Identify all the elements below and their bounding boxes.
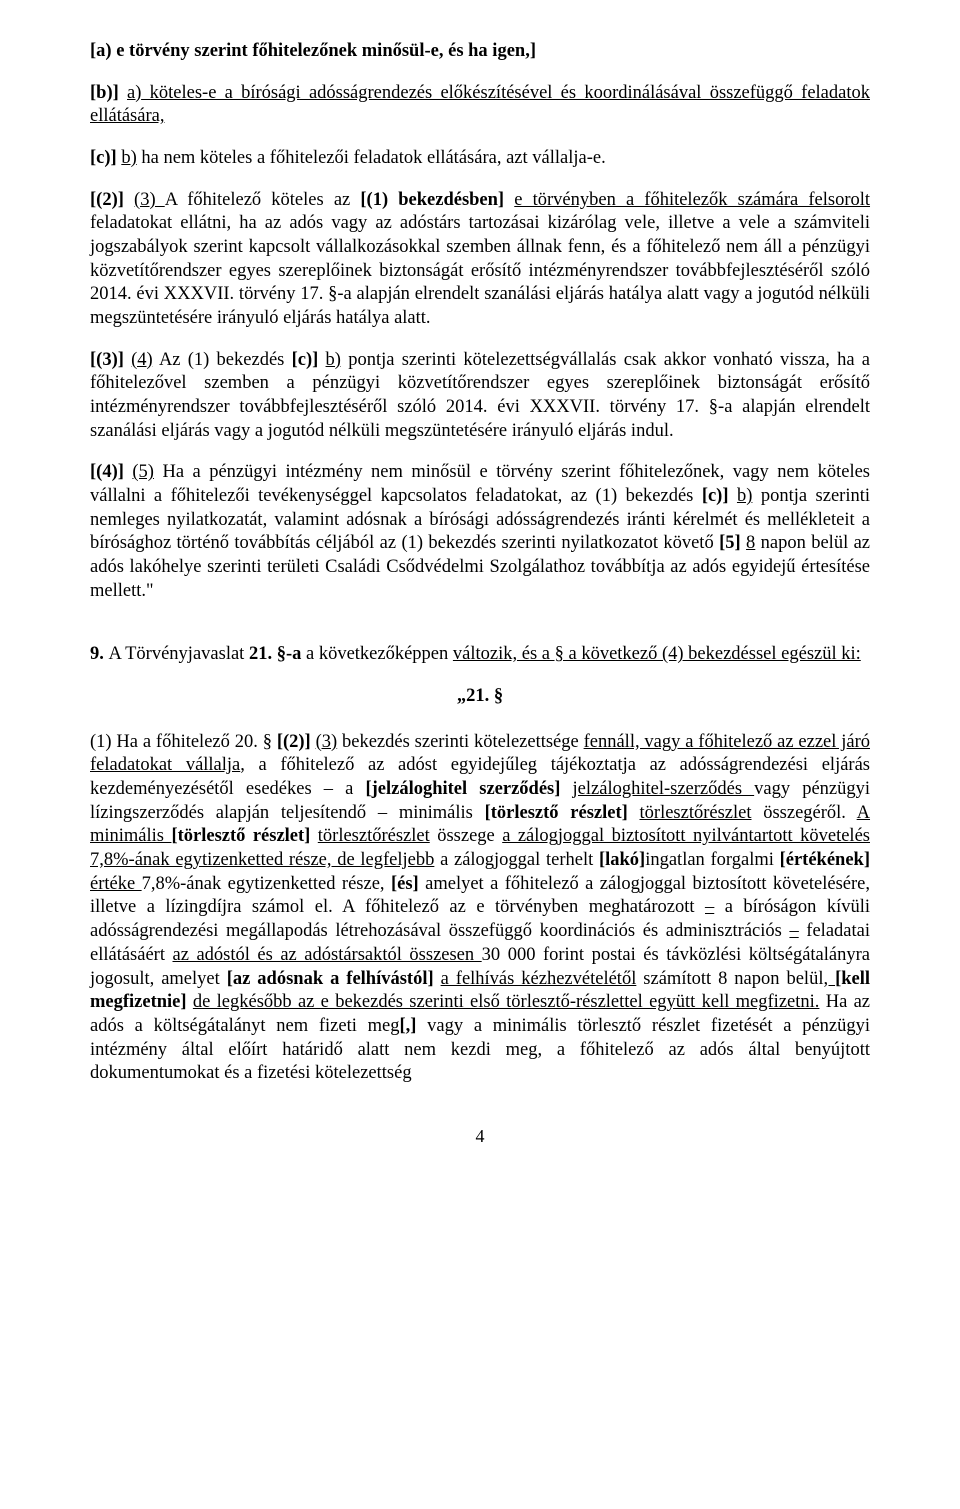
p7o: összegéről. xyxy=(752,803,857,823)
p7at: [,] xyxy=(399,1016,416,1036)
p7i xyxy=(560,779,572,799)
p3a: [c)] xyxy=(90,148,121,168)
p7e: bekezdés szerinti kötelezettsége xyxy=(337,732,583,752)
p4e xyxy=(504,190,514,210)
p4f: e törvényben a főhitelezők számára felso… xyxy=(514,190,870,210)
p7m xyxy=(628,803,640,823)
p7ao: , xyxy=(823,969,835,989)
p2c: köteles-e a bírósági adósságrendezés elő… xyxy=(90,83,870,127)
p6b: (5) xyxy=(132,462,154,482)
p7a: (1) Ha a főhitelező 20. § xyxy=(90,732,277,752)
p4c: A főhitelező köteles az xyxy=(165,190,361,210)
p4g: feladatokat ellátni, ha az adós vagy az … xyxy=(90,213,870,328)
p7an: számított 8 napon belül xyxy=(636,969,823,989)
p6h: [5] xyxy=(719,533,741,553)
para-5: [(3)] (4) Az (1) bekezdés [c)] b) pontja… xyxy=(90,349,870,444)
p7j: jelzáloghitel-szerződés xyxy=(573,779,755,799)
p7q: [törlesztő részlet] xyxy=(171,826,310,846)
p5c: Az (1) bekezdés xyxy=(153,350,292,370)
para-6: [(4)] (5) Ha a pénzügyi intézmény nem mi… xyxy=(90,461,870,603)
p7b: [(2)] xyxy=(277,732,311,752)
p7t: összege xyxy=(430,826,502,846)
p4b: (3) xyxy=(134,190,165,210)
p5f: b) xyxy=(326,350,341,370)
p6e xyxy=(729,486,737,506)
p7ak: [az adósnak a felhívástól] xyxy=(227,969,434,989)
para-4: [(2)] (3) A főhitelező köteles az [(1) b… xyxy=(90,189,870,331)
p4d: [(1) bekezdésben] xyxy=(360,190,504,210)
center-21: „21. § xyxy=(90,685,870,709)
p7ac: [és] xyxy=(391,874,419,894)
page-number: 4 xyxy=(90,1126,870,1147)
p7h: [jelzáloghitel szerződés] xyxy=(365,779,560,799)
p6d: [c)] xyxy=(702,486,729,506)
p7ar: de legkésőbb az e bekezdés szerinti első… xyxy=(193,992,820,1012)
p7ag: – xyxy=(789,921,798,941)
p5d: [c)] xyxy=(292,350,319,370)
p7ai: az adóstól és az adóstársaktól összesen xyxy=(173,945,482,965)
p7ab: 7,8%-ának egytizenketted része, xyxy=(142,874,391,894)
document-page: [a) e törvény szerint főhitelezőnek minő… xyxy=(0,0,960,1177)
p1a: [a) e törvény szerint főhitelezőnek minő… xyxy=(90,41,536,61)
p4a: [(2)] xyxy=(90,190,134,210)
s9b: A Törvényjavaslat xyxy=(109,644,249,664)
p3c: ha nem köteles a főhitelezői feladatok e… xyxy=(137,148,606,168)
p7d: (3) xyxy=(316,732,338,752)
p7al xyxy=(434,969,441,989)
p7ae: – xyxy=(705,897,714,917)
para-1: [a) e törvény szerint főhitelezőnek minő… xyxy=(90,40,870,64)
p2a: [b)] xyxy=(90,83,127,103)
p3b: b) xyxy=(121,148,136,168)
p7s: törlesztőrészlet xyxy=(318,826,430,846)
p7n: törlesztőrészlet xyxy=(640,803,752,823)
p5e xyxy=(318,350,325,370)
p6a: [(4)] xyxy=(90,462,132,482)
para-2: [b)] a) köteles-e a bírósági adósságrend… xyxy=(90,82,870,129)
para-3: [c)] b) ha nem köteles a főhitelezői fel… xyxy=(90,147,870,171)
p7w: [lakó] xyxy=(599,850,645,870)
p2b: a) xyxy=(127,83,141,103)
s9e: változik, és a § a következő (4) bekezdé… xyxy=(453,644,861,664)
p7v: a zálogjoggal terhelt xyxy=(434,850,599,870)
para-7: (1) Ha a főhitelező 20. § [(2)] (3) beke… xyxy=(90,731,870,1086)
p7aa: értéke xyxy=(90,874,142,894)
p6j: 8 xyxy=(746,533,755,553)
p7x: ingatlan forgalmi xyxy=(645,850,779,870)
p5b: (4) xyxy=(131,350,153,370)
p7am: a felhívás kézhezvételétől xyxy=(441,969,637,989)
p7r xyxy=(310,826,317,846)
s9d: a következőképpen xyxy=(306,644,453,664)
section-9-title: 9. A Törvényjavaslat 21. §-a a következő… xyxy=(90,643,870,667)
p7y: [értékének] xyxy=(780,850,870,870)
p5a: [(3)] xyxy=(90,350,131,370)
p6f: b) xyxy=(737,486,752,506)
s9c: 21. §-a xyxy=(249,644,306,664)
p7l: [törlesztő részlet] xyxy=(485,803,628,823)
s9a: 9. xyxy=(90,644,109,664)
